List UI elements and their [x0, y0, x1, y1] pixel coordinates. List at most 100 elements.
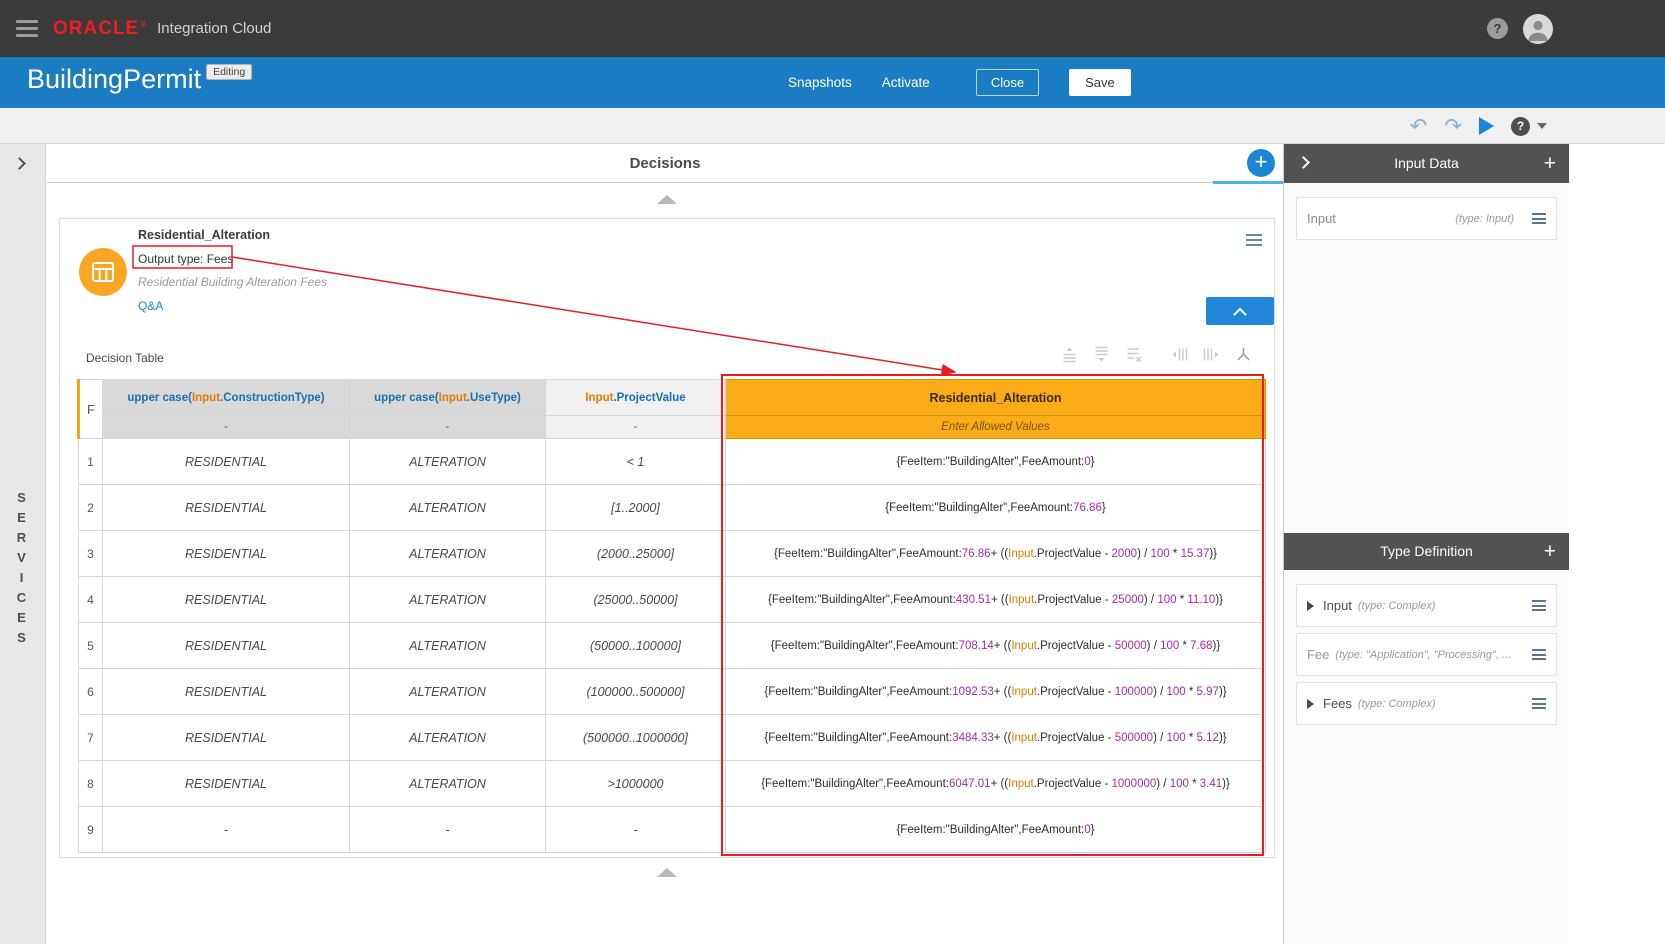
condition-cell[interactable]: RESIDENTIAL [102, 438, 350, 485]
expand-icon[interactable] [1307, 600, 1314, 611]
condition-cell[interactable]: - [349, 806, 546, 853]
condition-cell[interactable]: ALTERATION [349, 668, 546, 715]
column-subheader-1[interactable]: - [102, 415, 350, 439]
expand-services-icon[interactable] [13, 157, 31, 175]
row-number[interactable]: 7 [78, 714, 103, 761]
output-cell[interactable]: {FeeItem:"BuildingAlter",FeeAmount:6047.… [725, 760, 1266, 807]
avatar[interactable] [1523, 13, 1553, 44]
scroll-down-caret[interactable] [657, 868, 677, 877]
decision-menu-icon[interactable] [1246, 231, 1262, 249]
item-menu-icon[interactable] [1532, 598, 1546, 614]
close-button[interactable]: Close [975, 69, 1040, 96]
condition-cell[interactable]: (25000..50000] [545, 576, 726, 623]
add-row-above-icon[interactable] [1061, 346, 1078, 368]
add-decision-button[interactable]: + [1247, 149, 1275, 177]
condition-cell[interactable]: (2000..25000] [545, 530, 726, 577]
undo-icon[interactable]: ↶ [1409, 114, 1428, 138]
item-menu-icon[interactable] [1532, 211, 1546, 227]
condition-cell[interactable]: [1..2000] [545, 484, 726, 531]
condition-cell[interactable]: ALTERATION [349, 530, 546, 577]
collapse-panel-icon[interactable] [1297, 156, 1310, 169]
output-cell[interactable]: {FeeItem:"BuildingAlter",FeeAmount:76.86… [725, 530, 1266, 577]
item-menu-icon[interactable] [1532, 647, 1546, 663]
output-cell[interactable]: {FeeItem:"BuildingAlter",FeeAmount:430.5… [725, 576, 1266, 623]
add-type-button[interactable]: + [1543, 540, 1556, 563]
column-header-3[interactable]: Input.ProjectValue [545, 379, 726, 416]
row-number[interactable]: 2 [78, 484, 103, 531]
run-icon[interactable] [1479, 117, 1494, 135]
output-cell[interactable]: {FeeItem:"BuildingAlter",FeeAmount:1092.… [725, 668, 1266, 715]
help-menu-icon[interactable]: ? [1511, 116, 1530, 136]
panel-item[interactable]: Input (type: Input) [1296, 197, 1557, 240]
condition-cell[interactable]: (100000..500000] [545, 668, 726, 715]
output-cell[interactable]: {FeeItem:"BuildingAlter",FeeAmount:0} [725, 806, 1266, 853]
collapse-decision-button[interactable] [1206, 297, 1274, 325]
condition-cell[interactable]: RESIDENTIAL [102, 576, 350, 623]
row-number[interactable]: 6 [78, 668, 103, 715]
decisions-panel: Decisions + Residential_Alteration Outpu… [47, 144, 1283, 944]
row-number[interactable]: 1 [78, 438, 103, 485]
column-header-2[interactable]: upper case(Input.UseType) [349, 379, 546, 416]
snapshots-link[interactable]: Snapshots [788, 75, 852, 90]
condition-cell[interactable]: RESIDENTIAL [102, 622, 350, 669]
row-number[interactable]: 4 [78, 576, 103, 623]
row-number[interactable]: 3 [78, 530, 103, 577]
oracle-logo: ORACLE ® [53, 18, 147, 40]
item-label: Fees [1323, 696, 1352, 711]
condition-cell[interactable]: ALTERATION [349, 760, 546, 807]
output-cell[interactable]: {FeeItem:"BuildingAlter",FeeAmount:3484.… [725, 714, 1266, 761]
add-input-data-button[interactable]: + [1543, 152, 1556, 175]
condition-cell[interactable]: (500000..1000000] [545, 714, 726, 761]
condition-cell[interactable]: >1000000 [545, 760, 726, 807]
condition-cell[interactable]: RESIDENTIAL [102, 668, 350, 715]
item-menu-icon[interactable] [1532, 696, 1546, 712]
expand-icon[interactable] [1307, 698, 1314, 709]
split-cell-icon[interactable] [1235, 346, 1252, 368]
column-header-1[interactable]: upper case(Input.ConstructionType) [102, 379, 350, 416]
output-cell[interactable]: {FeeItem:"BuildingAlter",FeeAmount:0} [725, 438, 1266, 485]
row-number[interactable]: 9 [78, 806, 103, 853]
item-label: Input [1307, 211, 1336, 226]
condition-cell[interactable]: - [545, 806, 726, 853]
condition-cell[interactable]: RESIDENTIAL [102, 714, 350, 761]
condition-cell[interactable]: RESIDENTIAL [102, 530, 350, 577]
help-icon[interactable]: ? [1487, 18, 1508, 39]
redo-icon[interactable]: ↷ [1444, 114, 1462, 138]
activate-link[interactable]: Activate [881, 75, 930, 90]
condition-cell[interactable]: (50000..100000] [545, 622, 726, 669]
panel-item[interactable]: Fee (type: "Application", "Processing", .… [1296, 633, 1557, 676]
hit-policy-cell[interactable]: F [77, 379, 103, 439]
condition-cell[interactable]: ALTERATION [349, 714, 546, 761]
output-cell[interactable]: {FeeItem:"BuildingAlter",FeeAmount:708.1… [725, 622, 1266, 669]
condition-cell[interactable]: ALTERATION [349, 484, 546, 531]
row-number[interactable]: 8 [78, 760, 103, 807]
condition-cell[interactable]: - [102, 806, 350, 853]
add-column-right-icon[interactable] [1203, 346, 1220, 368]
condition-cell[interactable]: RESIDENTIAL [102, 760, 350, 807]
scroll-up-caret[interactable] [657, 195, 677, 204]
output-cell[interactable]: {FeeItem:"BuildingAlter",FeeAmount:76.86… [725, 484, 1266, 531]
condition-cell[interactable]: ALTERATION [349, 622, 546, 669]
column-subheader-4[interactable]: Enter Allowed Values [725, 415, 1266, 439]
condition-cell[interactable]: ALTERATION [349, 438, 546, 485]
panel-item[interactable]: Input (type: Complex) [1296, 584, 1557, 627]
condition-cell[interactable]: < 1 [545, 438, 726, 485]
condition-cell[interactable]: RESIDENTIAL [102, 484, 350, 531]
save-button[interactable]: Save [1069, 69, 1131, 96]
services-rail: SERVICES [0, 144, 46, 944]
condition-cell[interactable]: ALTERATION [349, 576, 546, 623]
column-subheader-3[interactable]: - [545, 415, 726, 439]
delete-row-icon[interactable] [1125, 346, 1142, 368]
add-column-left-icon[interactable] [1171, 346, 1188, 368]
add-row-below-icon[interactable] [1093, 346, 1110, 368]
qa-link[interactable]: Q&A [138, 299, 164, 313]
hamburger-menu-icon[interactable] [16, 16, 38, 41]
column-header-4[interactable]: Residential_Alteration [725, 379, 1266, 416]
caret-down-icon[interactable] [1537, 123, 1547, 129]
table-row: 1 RESIDENTIAL ALTERATION < 1 {FeeItem:"Build… [78, 438, 1266, 485]
row-number[interactable]: 5 [78, 622, 103, 669]
column-subheader-2[interactable]: - [349, 415, 546, 439]
decision-card: Residential_Alteration Output type: Fees… [59, 218, 1275, 858]
panel-item[interactable]: Fees (type: Complex) [1296, 682, 1557, 725]
